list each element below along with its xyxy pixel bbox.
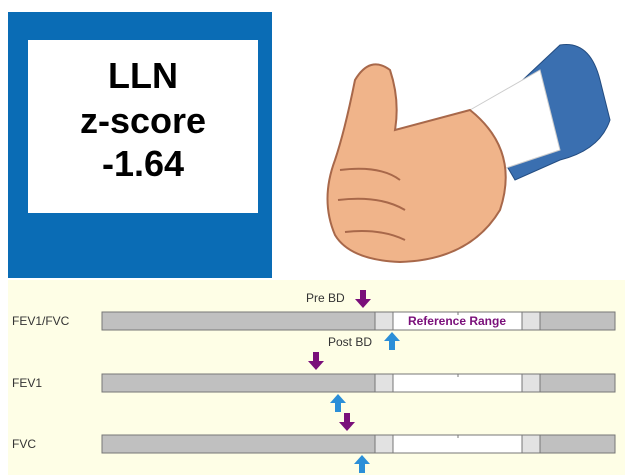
page: LLN z-score -1.64 Pre BD Post BD FEV1/FV… bbox=[0, 0, 625, 475]
bar-segment bbox=[522, 435, 540, 453]
bar-segment bbox=[540, 312, 615, 330]
bar-segment bbox=[375, 374, 393, 392]
screen: LLN z-score -1.64 Pre BD Post BD FEV1/FV… bbox=[0, 0, 625, 475]
reference-label: Reference Range bbox=[408, 314, 506, 328]
bar-segment bbox=[522, 312, 540, 330]
row-label: FVC bbox=[12, 437, 36, 451]
bar-segment bbox=[540, 374, 615, 392]
row-label: FEV1/FVC bbox=[12, 314, 70, 328]
pre-label: Pre BD bbox=[306, 291, 345, 305]
value-text: -1.64 bbox=[102, 143, 184, 184]
bar-segment bbox=[522, 374, 540, 392]
bar-segment bbox=[102, 435, 375, 453]
zscore-text: z-score bbox=[80, 100, 206, 141]
thumbs-up bbox=[328, 44, 611, 262]
bar-segment bbox=[102, 312, 375, 330]
bar-segment bbox=[375, 312, 393, 330]
bar-segment bbox=[540, 435, 615, 453]
post-label: Post BD bbox=[328, 335, 372, 349]
bar-segment bbox=[375, 435, 393, 453]
bar-segment bbox=[102, 374, 375, 392]
lln-text: LLN bbox=[108, 55, 178, 96]
row-label: FEV1 bbox=[12, 376, 42, 390]
hand bbox=[328, 64, 506, 262]
